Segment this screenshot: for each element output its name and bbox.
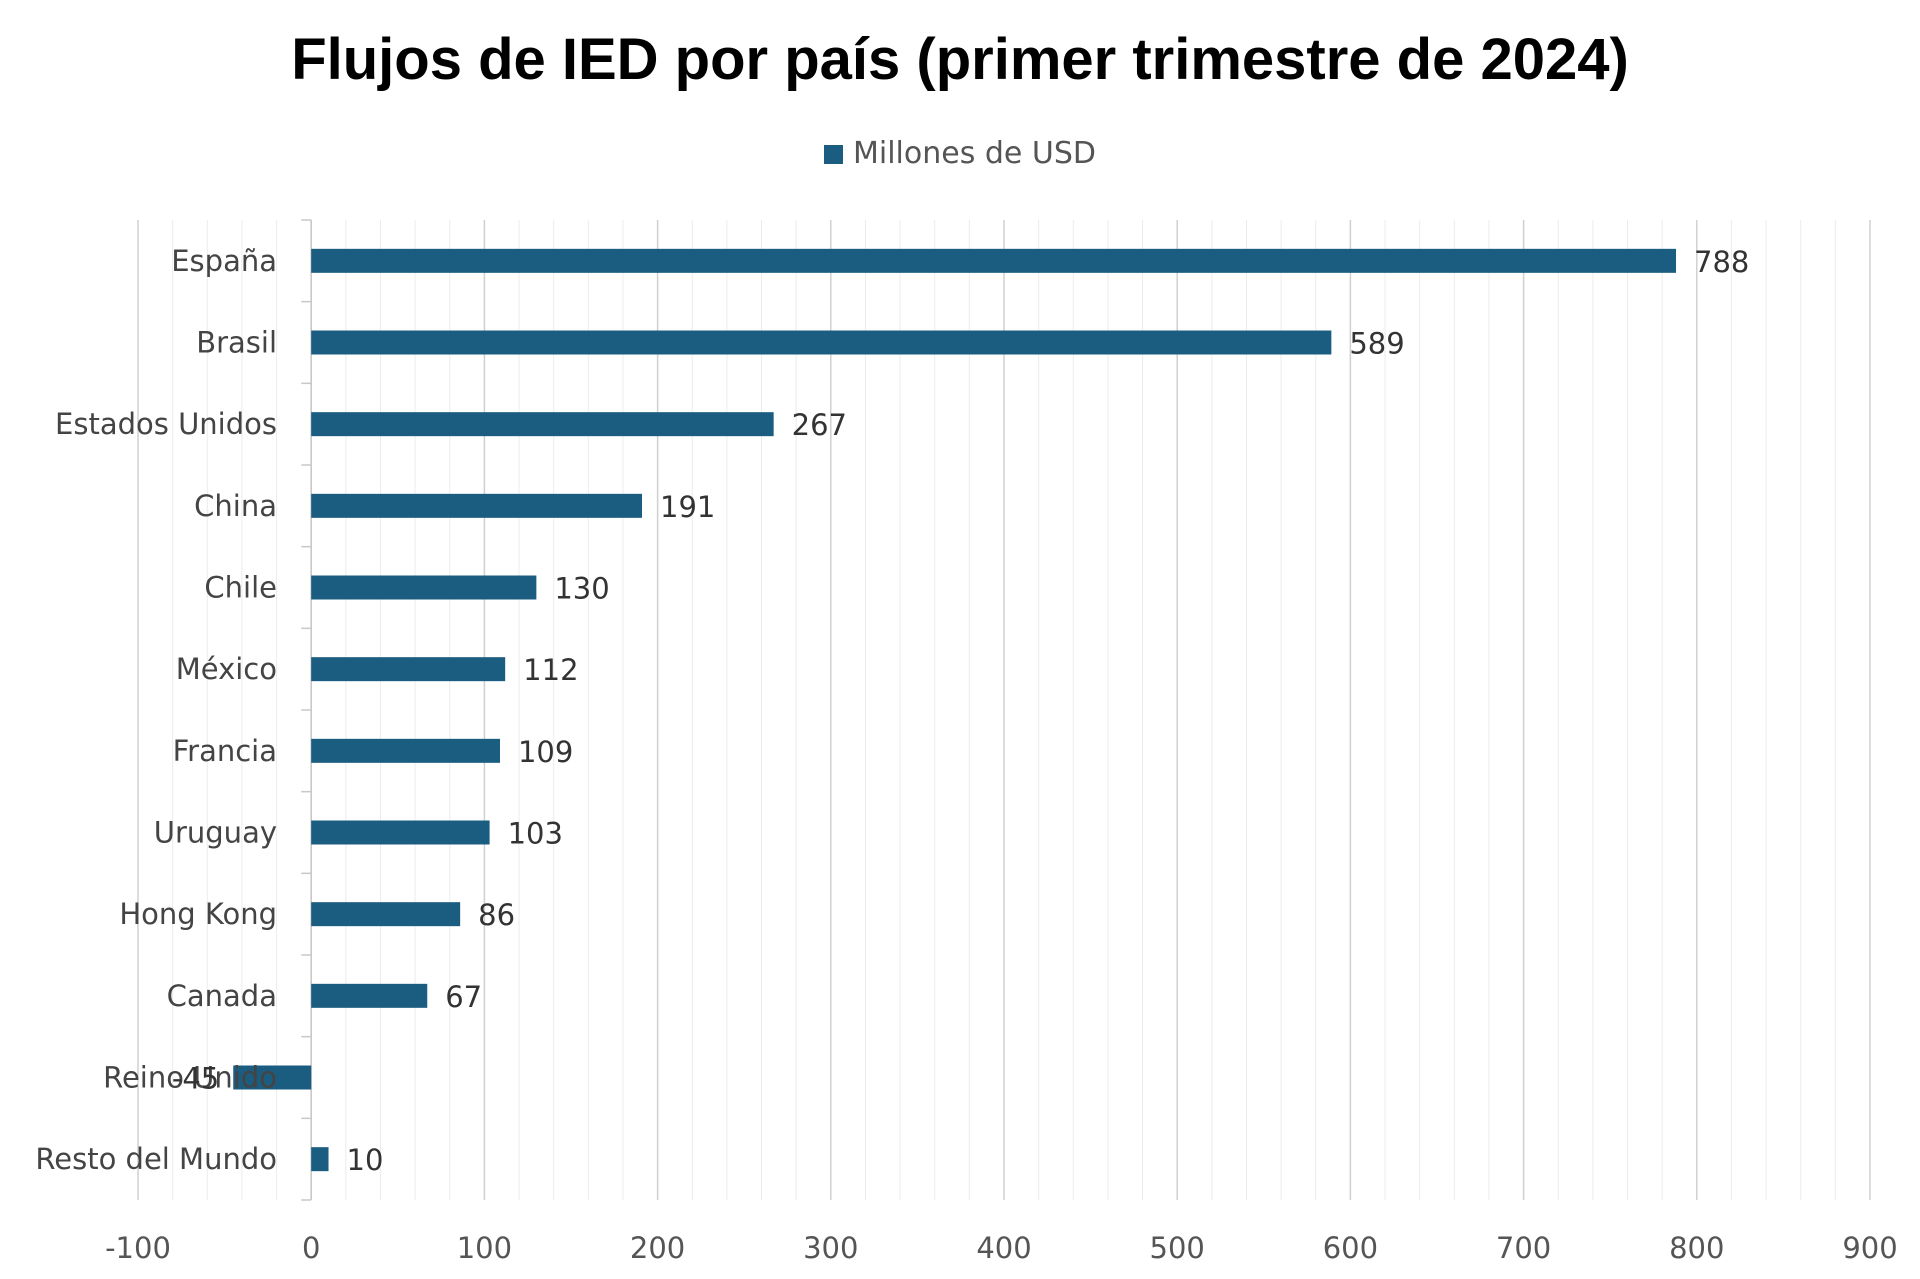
data-label: 103 — [508, 817, 563, 851]
bar — [311, 493, 643, 518]
bar — [311, 330, 1332, 355]
bar — [311, 412, 774, 437]
data-label: 109 — [518, 735, 573, 769]
category-label: España — [171, 244, 277, 278]
category-label: Hong Kong — [119, 897, 277, 931]
x-tick-label: 600 — [1323, 1231, 1378, 1265]
x-tick-label: 0 — [302, 1231, 320, 1265]
data-label: 130 — [554, 572, 609, 606]
category-label: Estados Unidos — [55, 407, 277, 441]
category-label: Canada — [167, 979, 277, 1013]
x-tick-label: 900 — [1842, 1231, 1897, 1265]
legend-swatch — [823, 145, 843, 164]
bar — [233, 1065, 312, 1090]
bar — [311, 820, 490, 845]
data-label: 267 — [792, 408, 847, 442]
data-label: 589 — [1349, 327, 1404, 361]
legend: Millones de USD — [0, 136, 1920, 171]
category-label: China — [194, 489, 277, 523]
bar — [311, 657, 506, 682]
x-tick-label: 800 — [1669, 1231, 1724, 1265]
x-tick-labels: -100 0 100 200 300 400 500 600 700 800 900 — [105, 1231, 1898, 1265]
category-label: Francia — [173, 734, 277, 768]
data-label: 86 — [478, 898, 515, 932]
x-tick-label: 500 — [1150, 1231, 1205, 1265]
data-label: 67 — [445, 980, 482, 1014]
bar — [311, 902, 461, 927]
data-label: 112 — [523, 653, 578, 687]
x-tick-label: 300 — [803, 1231, 858, 1265]
category-label: Resto del Mundo — [35, 1142, 277, 1176]
x-tick-label: 700 — [1496, 1231, 1551, 1265]
x-tick-label: 100 — [457, 1231, 512, 1265]
bar — [311, 248, 1677, 273]
data-label: -45 — [172, 1062, 219, 1096]
x-tick-label: 200 — [630, 1231, 685, 1265]
bar — [311, 983, 428, 1008]
major-gridlines — [137, 220, 1871, 1200]
legend-label: Millones de USD — [852, 136, 1097, 171]
bar — [311, 1147, 329, 1172]
category-label: Uruguay — [154, 816, 277, 850]
bar — [311, 575, 537, 600]
data-label: 191 — [660, 490, 715, 524]
data-label: 10 — [347, 1143, 384, 1177]
category-label: Brasil — [196, 326, 277, 360]
data-labels: 788 589 267 191 130 112 109 103 86 67 -45 10 — [172, 245, 1749, 1177]
bars — [233, 248, 1677, 1172]
category-label: Reino Unido — [103, 1061, 277, 1095]
category-label: México — [176, 652, 277, 686]
x-tick-label: -100 — [105, 1231, 171, 1265]
category-axis — [301, 219, 312, 1201]
bar — [311, 738, 500, 763]
category-label: Chile — [204, 571, 277, 605]
data-label: 788 — [1694, 245, 1749, 279]
chart-title: Flujos de IED por país (primer trimestre… — [291, 27, 1629, 92]
minor-gridlines — [172, 220, 1836, 1200]
category-labels: España Brasil Estados Unidos China Chile Méxi… — [35, 244, 277, 1176]
x-tick-label: 400 — [976, 1231, 1031, 1265]
